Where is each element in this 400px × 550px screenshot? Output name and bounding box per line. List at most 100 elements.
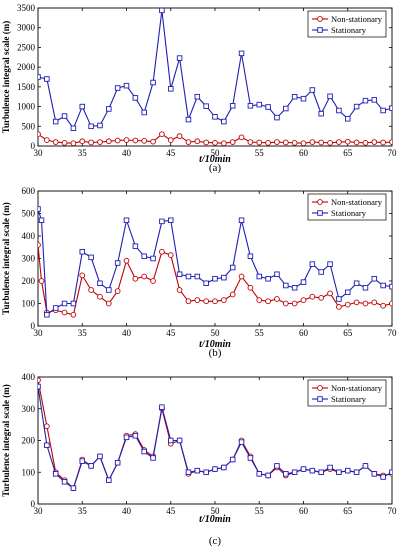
data-point: [70, 485, 77, 491]
x-tick-label: 40: [122, 506, 132, 516]
y-tick-label: 3000: [17, 23, 36, 33]
data-point: [44, 76, 50, 82]
data-point: [247, 253, 254, 259]
data-point: [70, 140, 77, 146]
data-point: [79, 103, 85, 110]
data-point: [362, 97, 369, 104]
legend-label: Non-stationary: [331, 383, 383, 393]
x-tick-label: 40: [122, 328, 132, 338]
data-point: [114, 288, 121, 294]
x-tick-label: 60: [299, 506, 309, 516]
data-point: [362, 463, 369, 469]
data-point: [229, 264, 236, 271]
data-point: [238, 273, 245, 280]
data-point: [229, 139, 236, 145]
data-point: [141, 138, 148, 144]
data-point: [309, 467, 316, 474]
data-point: [371, 471, 378, 477]
data-point: [344, 301, 351, 308]
data-point: [221, 140, 227, 146]
data-point: [106, 287, 112, 293]
data-point: [194, 273, 201, 280]
x-tick-label: 65: [343, 328, 353, 338]
data-point: [212, 114, 218, 120]
data-point: [167, 217, 174, 223]
data-point: [123, 217, 130, 223]
data-point: [159, 218, 165, 225]
data-point: [88, 139, 94, 146]
data-point: [336, 304, 342, 310]
data-point: [336, 107, 342, 114]
x-tick-label: 60: [299, 148, 309, 158]
data-point: [61, 300, 68, 307]
data-point: [336, 139, 342, 145]
data-point: [300, 95, 307, 102]
x-tick-label: 35: [78, 148, 88, 158]
y-tick-label: 0: [31, 321, 36, 331]
legend-entry: Stationary: [312, 25, 367, 35]
panel-label: (c): [209, 535, 222, 547]
x-tick-label: 50: [211, 148, 221, 158]
x-tick-label: 70: [388, 506, 398, 516]
data-point: [256, 297, 263, 303]
legend-marker: [317, 210, 323, 216]
x-axis-label: t/10min: [199, 339, 231, 350]
data-point: [238, 217, 245, 223]
data-point: [38, 206, 41, 212]
data-point: [318, 110, 324, 117]
data-point: [61, 479, 68, 485]
data-point: [159, 248, 165, 255]
data-point: [185, 273, 192, 280]
chart-panel-3: 30 35 40 45 50 55 60 65 70 0 100 200 300 400 t/10min Tu…: [1, 372, 397, 547]
data-point: [371, 299, 378, 306]
x-tick-label: 45: [166, 148, 176, 158]
y-tick-label: 1500: [17, 82, 36, 92]
data-point: [185, 116, 192, 123]
data-point: [150, 138, 156, 145]
data-point: [344, 138, 351, 145]
data-point: [371, 139, 378, 145]
data-point: [88, 463, 94, 469]
panel-label: (b): [209, 347, 222, 359]
data-point: [70, 300, 77, 307]
data-point: [265, 298, 271, 305]
y-axis-label: Turbulence integral scale (m): [1, 21, 11, 133]
data-point: [176, 271, 183, 278]
data-point: [203, 298, 210, 305]
data-point: [380, 282, 386, 289]
data-point: [221, 297, 227, 303]
y-tick-label: 500: [22, 209, 36, 219]
panel-label: (a): [209, 162, 222, 174]
series-stationary: [38, 206, 392, 318]
x-tick-label: 55: [255, 148, 265, 158]
data-point: [203, 280, 209, 287]
y-tick-label: 300: [22, 404, 36, 414]
data-point: [141, 109, 147, 116]
data-point: [167, 252, 174, 258]
x-tick-label: 40: [122, 148, 132, 158]
data-point: [141, 253, 147, 259]
data-point: [265, 276, 271, 282]
data-point: [256, 471, 263, 477]
data-point: [150, 255, 156, 262]
data-point: [88, 287, 94, 293]
data-point: [79, 248, 85, 255]
data-point: [327, 93, 333, 100]
data-point: [105, 300, 112, 307]
data-point: [97, 453, 103, 460]
y-tick-label: 3500: [17, 3, 36, 13]
data-point: [318, 469, 324, 476]
data-point: [309, 87, 316, 93]
data-point: [238, 50, 245, 57]
data-point: [203, 469, 209, 476]
data-point: [300, 466, 307, 472]
plot-area: [38, 377, 392, 491]
y-tick-label: 0: [31, 499, 36, 509]
y-tick-label: 2500: [17, 42, 36, 52]
x-tick-label: 50: [211, 328, 221, 338]
x-tick-label: 50: [211, 506, 221, 516]
data-point: [247, 455, 254, 461]
data-point: [159, 404, 165, 410]
data-point: [300, 297, 307, 303]
data-point: [380, 302, 387, 309]
